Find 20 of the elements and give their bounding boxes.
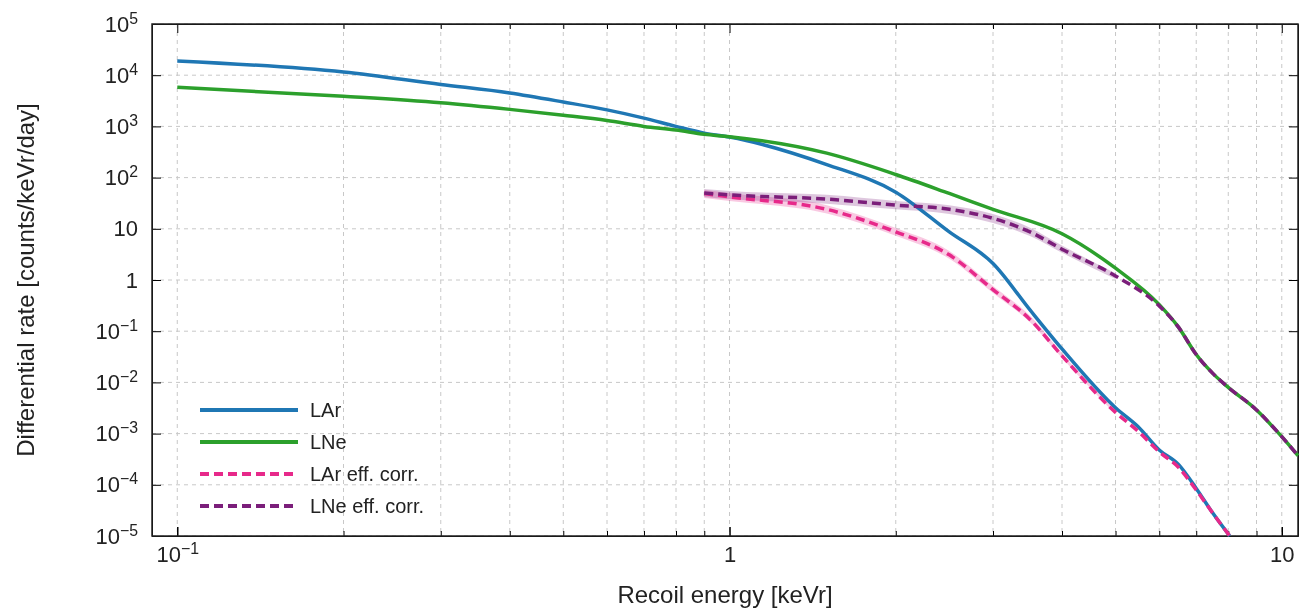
y-tick-label: 10$^{3}$ [104, 111, 139, 139]
legend-label: LAr eff. corr. [310, 463, 419, 485]
y-tick-label: 1 [125, 267, 138, 293]
legend-label: LAr [310, 399, 342, 421]
y-tick-label: 10 [113, 216, 138, 242]
y-tick-label: 10$^{−5}$ [95, 521, 139, 549]
y-tick-label: 10$^{2}$ [104, 162, 138, 191]
x-tick-label: 10$^{−1}$ [156, 539, 200, 568]
x-tick-label: 10 [1270, 542, 1295, 568]
x-tick-label: 1 [723, 542, 737, 568]
x-axis-title: Recoil energy [keVr] [617, 581, 833, 608]
y-tick-label: 10$^{5}$ [104, 9, 139, 37]
y-tick-label: 10$^{−3}$ [95, 418, 139, 447]
y-tick-label: 10$^{−4}$ [95, 469, 139, 498]
y-tick-label: 10$^{−1}$ [95, 316, 139, 344]
y-axis-title: Differential rate [counts/keVr/day] [12, 103, 39, 457]
y-tick-label: 10$^{−2}$ [95, 367, 138, 395]
y-tick-label: 10$^{4}$ [104, 60, 139, 88]
legend-label: LNe eff. corr. [310, 495, 425, 517]
legend-label: LNe [310, 431, 347, 453]
